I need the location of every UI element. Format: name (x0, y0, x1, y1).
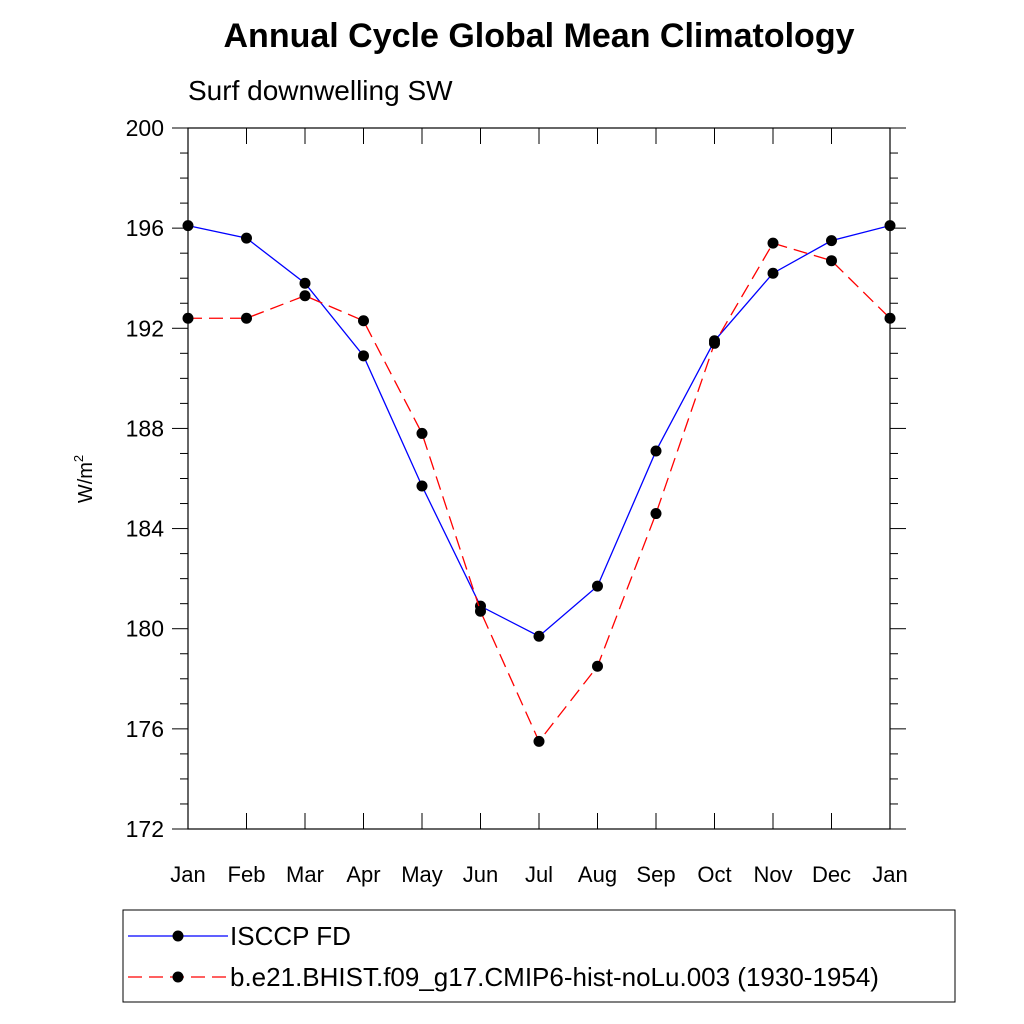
data-point (650, 445, 662, 457)
legend-marker (172, 971, 184, 983)
plot-frame (187, 127, 891, 830)
data-point (358, 350, 369, 362)
y-tick-labels: 172 176 180 184 188 192 196 200 (126, 115, 165, 842)
y-tick-label: 184 (126, 516, 165, 542)
y-tick-label: 196 (126, 215, 164, 241)
x-tick-label: Dec (812, 862, 851, 887)
data-point (416, 427, 428, 439)
x-tick-label: Jan (170, 862, 205, 887)
series (182, 220, 896, 642)
y-tick-label: 188 (126, 415, 164, 441)
x-tick-label: Aug (578, 862, 617, 887)
y-axis-label: W/m2 (71, 455, 97, 503)
data-point (241, 232, 252, 244)
legend-box (122, 909, 956, 1003)
data-point (182, 312, 194, 324)
x-tick-label: Feb (228, 862, 266, 887)
data-point (767, 237, 779, 249)
data-point (884, 312, 896, 324)
legend-label: b.e21.BHIST.f09_g17.CMIP6-hist-noLu.003 … (230, 962, 879, 992)
series-line (188, 242, 891, 743)
data-point (533, 630, 545, 642)
series-line (187, 225, 891, 638)
legend-label: ISCCP FD (230, 921, 351, 951)
y-tick-label: 180 (126, 616, 164, 642)
series (182, 237, 896, 747)
x-tick-label: Jul (525, 862, 553, 887)
data-point (299, 277, 311, 289)
data-point (475, 605, 486, 617)
svg-text:W/m2: W/m2 (71, 455, 97, 503)
data-point (592, 660, 603, 672)
data-point (299, 290, 311, 302)
data-point (358, 315, 369, 327)
data-point (650, 508, 662, 520)
data-point (767, 267, 779, 279)
x-tick-label: Nov (753, 862, 792, 887)
y-tick-label: 176 (126, 716, 164, 742)
data-point (592, 580, 603, 592)
data-point (182, 220, 194, 232)
data-point (884, 220, 896, 232)
chart-title: Annual Cycle Global Mean Climatology (224, 17, 855, 55)
legend-marker (172, 930, 184, 942)
x-tick-label: Mar (286, 862, 324, 887)
series-layer (182, 220, 896, 747)
x-tick-label: May (401, 862, 443, 887)
chart-subtitle: Surf downwelling SW (188, 75, 453, 106)
axis-ticks (172, 127, 906, 830)
legend-entries: ISCCP FD b.e21.BHIST.f09_g17.CMIP6-hist-n… (128, 921, 879, 992)
data-point (826, 235, 837, 247)
y-tick-label: 172 (126, 816, 164, 842)
y-axis-label-superscript: 2 (71, 455, 86, 462)
y-tick-label: 192 (126, 315, 164, 341)
data-point (241, 312, 252, 324)
x-tick-label: Jun (463, 862, 498, 887)
x-tick-label: Apr (346, 862, 380, 887)
data-point (709, 337, 720, 349)
x-tick-label: Sep (636, 862, 675, 887)
x-tick-label: Oct (697, 862, 731, 887)
y-tick-label: 200 (126, 115, 164, 141)
data-point (826, 255, 837, 267)
y-axis-label-text: W/m (75, 462, 97, 503)
data-point (416, 480, 428, 492)
x-tick-labels: Jan Feb Mar Apr May Jun Jul Aug Sep Oct Nov Dec Jan (170, 862, 907, 887)
legend: ISCCP FD b.e21.BHIST.f09_g17.CMIP6-hist-n… (122, 909, 956, 1003)
data-point (533, 735, 545, 747)
x-tick-label: Jan (872, 862, 907, 887)
